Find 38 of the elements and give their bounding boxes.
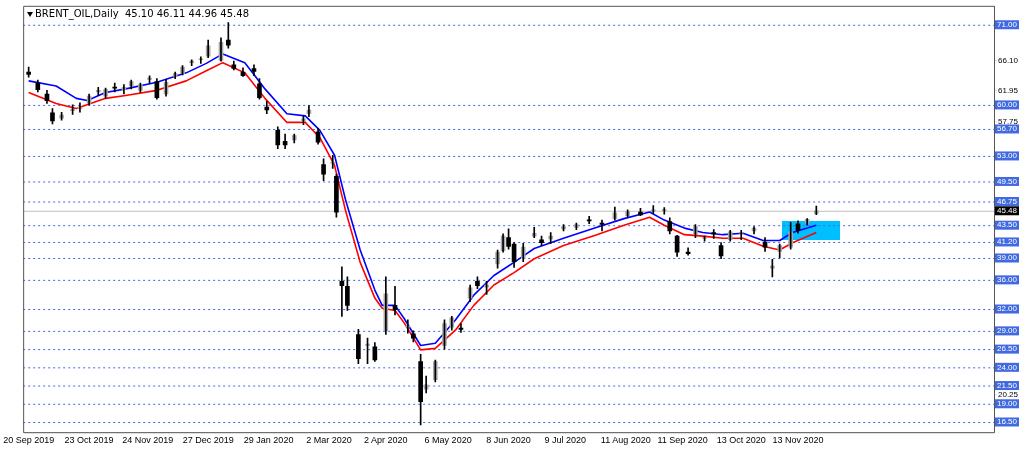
x-tick-label: 2 Apr 2020	[364, 435, 408, 446]
x-tick-label: 23 Oct 2019	[64, 435, 114, 446]
ref-line-label: 60.00	[997, 100, 1018, 110]
x-tick-label: 2 Mar 2020	[306, 435, 352, 446]
ref-line-label: 36.00	[997, 275, 1018, 285]
ref-line-label: 16.50	[997, 417, 1018, 427]
ref-line-label: 32.00	[997, 304, 1018, 314]
y-tick-label: 20.25	[998, 389, 1019, 399]
ref-line-label: 53.00	[997, 151, 1018, 161]
y-tick-label: 66.10	[998, 55, 1019, 65]
ref-line-label: 71.00	[997, 19, 1018, 29]
candlestick	[405, 319, 411, 334]
chart-title: BRENT_OIL,Daily 45.10 46.11 44.96 45.48	[35, 8, 249, 19]
x-tick-label: 29 Jan 2020	[243, 435, 294, 446]
y-tick-label: 57.75	[998, 116, 1019, 126]
x-tick-label: 27 Dec 2019	[182, 435, 234, 446]
x-tick-label: 6 May 2020	[424, 435, 472, 446]
x-tick-label: 13 Oct 2020	[716, 435, 766, 446]
ref-line-label: 56.70	[997, 124, 1018, 134]
x-tick-label: 8 Jun 2020	[486, 435, 531, 446]
ref-line-label: 19.00	[997, 398, 1018, 408]
ref-line-label: 26.50	[997, 344, 1018, 354]
ref-line-label: 45.48	[997, 205, 1018, 215]
ref-line-label: 21.50	[997, 380, 1018, 390]
x-tick-label: 11 Sep 2020	[657, 435, 708, 446]
y-tick-label: 61.95	[998, 85, 1019, 95]
ref-line-label: 24.00	[997, 362, 1018, 372]
x-tick-label: 9 Jul 2020	[544, 435, 587, 446]
x-tick-label: 11 Aug 2020	[600, 435, 651, 446]
x-tick-label: 24 Nov 2019	[122, 435, 174, 446]
ref-line-label: 41.20	[997, 237, 1018, 247]
ref-line-label: 49.50	[997, 176, 1018, 186]
x-tick-label: 20 Sep 2019	[3, 435, 55, 446]
x-tick-label: 13 Nov 2020	[772, 435, 824, 446]
ref-line-label: 29.00	[997, 326, 1018, 336]
ref-line-label: 39.00	[997, 253, 1018, 263]
ref-line-label: 43.50	[997, 220, 1018, 230]
ref-line-label: 46.75	[997, 196, 1018, 206]
